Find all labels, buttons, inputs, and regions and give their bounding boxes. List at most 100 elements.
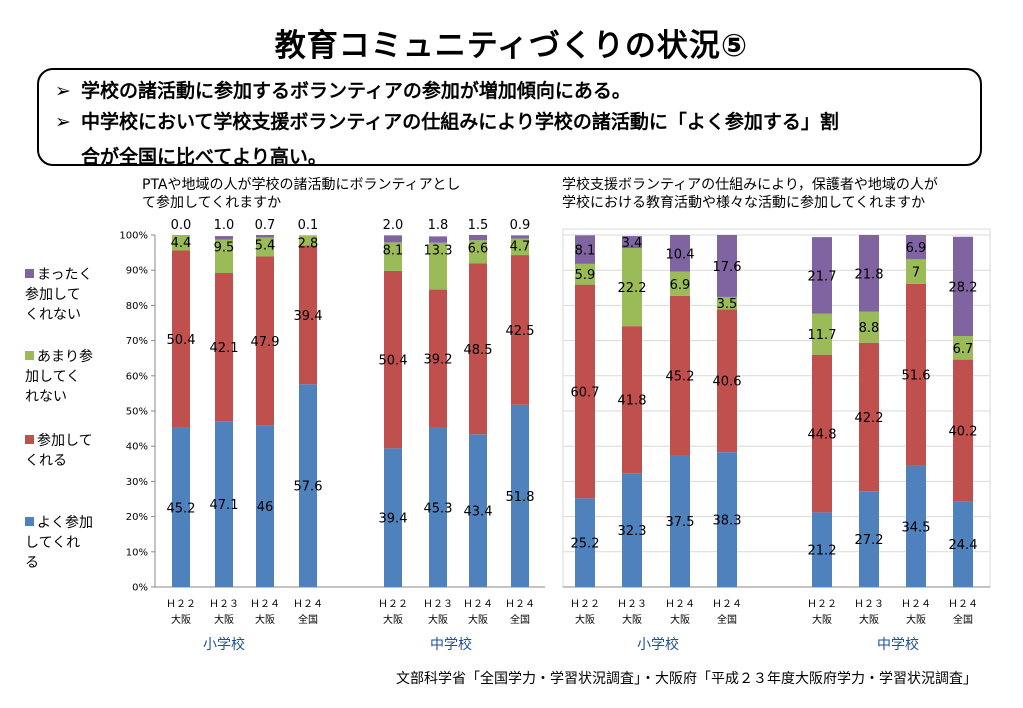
bar-segment — [859, 342, 879, 492]
bar-segment — [575, 498, 595, 587]
bar-segment — [906, 235, 926, 260]
bar-segment — [575, 284, 595, 499]
bar-value-label: 6.6 — [468, 241, 489, 256]
bar-segment — [717, 309, 737, 453]
bar-segment — [384, 270, 402, 449]
bar-segment — [299, 384, 317, 587]
x-tick-label-year: Ｈ２４ — [293, 599, 323, 610]
bar-segment — [469, 240, 487, 264]
group-label: 中学校 — [430, 636, 472, 653]
bar-segment — [953, 359, 973, 502]
group-label: 小学校 — [203, 636, 245, 653]
bar-segment — [812, 512, 832, 587]
bar-value-label: 22.2 — [618, 281, 647, 296]
legend-swatch-blue — [25, 517, 34, 526]
legend-swatch-purple — [25, 269, 34, 278]
bar-value-label: 0.0 — [171, 218, 192, 233]
bar-segment — [511, 238, 529, 256]
bar-value-label: 0.7 — [255, 218, 276, 233]
page-title: 教育コミュニティづくりの状況⑤ — [274, 28, 749, 64]
bar-value-label: 21.2 — [808, 544, 837, 559]
bar-value-label: 46 — [257, 500, 274, 515]
bar-segment — [172, 235, 190, 251]
bar-value-label: 13.3 — [424, 244, 453, 259]
bar-segment — [215, 421, 233, 587]
x-tick-label-area: 大阪 — [670, 613, 690, 626]
x-tick-label-area: 大阪 — [255, 613, 275, 626]
bar-segment — [575, 235, 595, 264]
bar-value-label: 8.8 — [859, 321, 880, 336]
legend-swatch-green — [25, 351, 34, 360]
chart1-y-tick-label: 10% — [126, 547, 148, 558]
chart1-y-tick-label: 80% — [126, 301, 148, 312]
bar-segment — [717, 296, 737, 310]
bar-segment — [670, 455, 690, 587]
source-citation: 文部科学省「全国学力・学習状況調査」・大阪府「平成２３年度大阪府学力・学習状況調… — [396, 671, 977, 687]
bar-segment — [429, 427, 447, 587]
legend-item-some: 参加して くれる — [25, 433, 93, 469]
bar-segment — [622, 236, 642, 249]
bar-value-label: 5.4 — [255, 238, 276, 253]
legend-item-none: まったく 参加して くれない — [25, 267, 93, 323]
x-tick-label-year: Ｈ２４ — [463, 599, 493, 610]
bar-value-label: 3.4 — [622, 236, 643, 251]
bar-segment — [172, 427, 190, 587]
bar-value-label: 47.9 — [251, 335, 280, 350]
bar-value-label: 32.3 — [618, 524, 647, 539]
bar-segment — [256, 235, 274, 238]
bar-value-label: 41.8 — [618, 394, 647, 409]
x-tick-label-area: 全国 — [298, 613, 318, 626]
bar-value-label: 7 — [912, 266, 920, 281]
x-tick-label-area: 大阪 — [812, 613, 832, 626]
x-tick-label-year: Ｈ２４ — [665, 599, 695, 610]
bar-segment — [622, 248, 642, 327]
bar-value-label: 2.0 — [383, 218, 404, 233]
bar-segment — [469, 263, 487, 435]
bar-value-label: 60.7 — [571, 385, 600, 400]
bar-value-label: 42.2 — [855, 411, 884, 426]
bar-segment — [256, 237, 274, 257]
bar-value-label: 45.2 — [167, 501, 196, 516]
chart1-y-tick-label: 100% — [119, 231, 148, 242]
arrow-bullet-icon: ➢ — [55, 111, 71, 133]
bar-segment — [384, 235, 402, 243]
bar-segment — [622, 326, 642, 474]
x-tick-label-area: 大阪 — [468, 613, 488, 626]
bar-segment — [717, 235, 737, 297]
bar-value-label: 38.3 — [713, 514, 742, 529]
x-tick-label-area: 大阪 — [906, 613, 926, 626]
bar-value-label: 0.1 — [298, 218, 319, 233]
bar-value-label: 4.7 — [510, 240, 531, 255]
bar-value-label: 28.2 — [949, 280, 978, 295]
x-tick-label-year: Ｈ２４ — [712, 599, 742, 610]
chart1-y-tick-label: 20% — [126, 512, 148, 523]
chart1-y-tick-label: 0% — [132, 583, 148, 594]
bar-segment — [859, 491, 879, 587]
chart1-y-tick-label: 40% — [126, 442, 148, 453]
x-tick-label-year: Ｈ２２ — [570, 599, 600, 610]
bar-segment — [511, 255, 529, 405]
bar-value-label: 40.2 — [949, 424, 978, 439]
summary-box: ➢ 学校の諸活動に参加するボランティアの参加が増加傾向にある。 ➢ 中学校において学… — [37, 68, 982, 168]
x-tick-label-area: 大阪 — [859, 613, 879, 626]
x-tick-label-area: 大阪 — [575, 613, 595, 626]
bar-value-label: 50.4 — [379, 354, 408, 369]
bar-segment — [299, 245, 317, 385]
chart1-y-tick-label: 70% — [126, 336, 148, 347]
bar-segment — [670, 295, 690, 455]
bar-value-label: 10.4 — [666, 247, 695, 262]
x-tick-label-year: Ｈ２２ — [166, 599, 196, 610]
x-tick-label-year: Ｈ２３ — [854, 599, 884, 610]
summary-bullet-1: ➢ 学校の諸活動に参加するボランティアの参加が増加傾向にある。 — [55, 76, 631, 103]
bar-value-label: 8.1 — [383, 243, 404, 258]
x-tick-label-year: Ｈ２４ — [901, 599, 931, 610]
bar-segment — [429, 242, 447, 290]
bar-segment — [215, 236, 233, 240]
bar-value-label: 37.5 — [666, 515, 695, 530]
bar-value-label: 39.2 — [424, 353, 453, 368]
bar-segment — [906, 283, 926, 466]
legend-item-often: よく参加 してくれ る — [25, 515, 93, 571]
bar-segment — [812, 354, 832, 513]
legend-item-little: あまり参 加してく れない — [25, 349, 93, 405]
x-tick-label-area: 大阪 — [622, 613, 642, 626]
